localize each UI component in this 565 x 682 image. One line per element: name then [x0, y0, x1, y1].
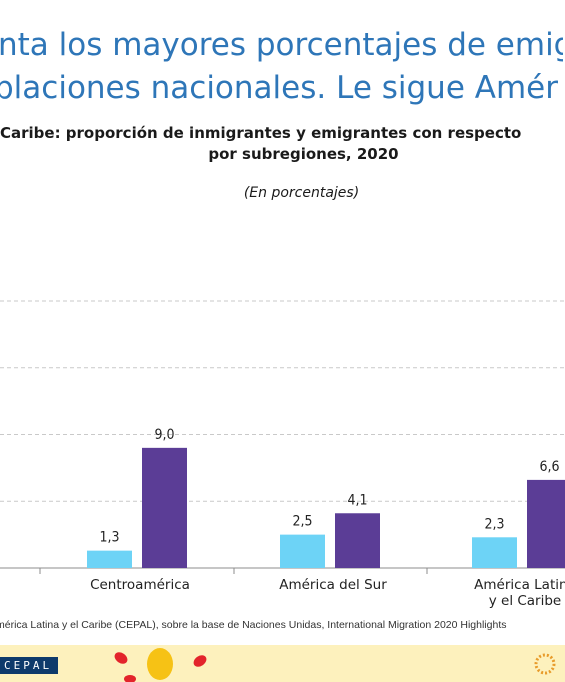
data-label: 9,0: [154, 427, 174, 443]
chart-subtitle-line-2: por subregiones, 2020: [208, 145, 399, 163]
headline-line-1: nta los mayores porcentajes de emig: [0, 27, 563, 63]
bar-series-2: [335, 513, 380, 568]
decor-dot-red-3: [124, 675, 136, 682]
data-label: 6,6: [539, 459, 559, 475]
footer-decoration: [114, 648, 556, 682]
data-label: 2,5: [292, 514, 312, 530]
decor-dot-red: [114, 652, 128, 664]
bar-chart: 1,3 2,5 2,3 9,0 4,1 6,6 Centroamérica América d…: [0, 300, 565, 609]
chart-subtitle-line-1: Caribe: proporción de inmigrantes y emig…: [0, 124, 522, 142]
bar-series-1: [87, 550, 132, 568]
sun-icon: [534, 653, 556, 675]
category-label: América del Sur: [279, 577, 387, 593]
cepal-logo: CEPAL: [0, 657, 59, 674]
data-label: 2,3: [484, 516, 504, 532]
data-label: 1,3: [99, 530, 119, 546]
bar-series-2: [142, 447, 187, 568]
bar-series-2: [527, 479, 565, 568]
source-note: mérica Latina y el Caribe (CEPAL), sobre…: [0, 619, 507, 631]
headline-line-2: blaciones nacionales. Le sigue Améri: [0, 70, 559, 106]
category-label: Centroamérica: [90, 577, 190, 593]
chart-unit-label: (En porcentajes): [243, 185, 360, 201]
footer-bar: CEPAL: [0, 645, 565, 682]
decor-dot-red-2: [193, 655, 207, 667]
bar-series-1: [472, 537, 517, 568]
data-label: 4,1: [347, 492, 367, 508]
decor-dot-yellow: [147, 648, 173, 680]
bar-series-1: [280, 534, 325, 568]
category-label: América Latina: [474, 577, 565, 593]
category-label: y el Caribe: [489, 593, 562, 609]
